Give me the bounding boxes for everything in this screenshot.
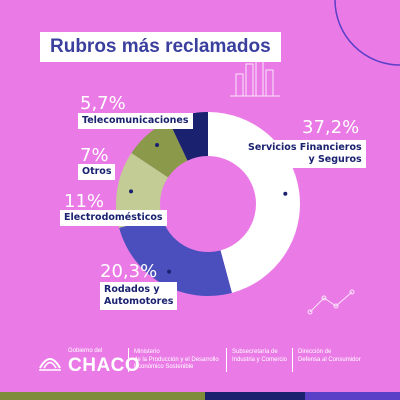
- trend-line-icon: [307, 289, 355, 315]
- category-label-rodados: Rodados y Automotores: [100, 282, 178, 310]
- value-label-rodados: 20,3%: [100, 261, 158, 282]
- leader-dot-electro: [129, 189, 134, 194]
- footer-divider: [128, 348, 129, 372]
- gov-name: CHACO: [68, 355, 141, 376]
- donut-slice-rodados: [119, 216, 232, 296]
- category-label-servicios: Servicios Financieros y Seguros: [244, 140, 366, 168]
- gov-small-text: Gobierno del: [68, 348, 103, 354]
- value-label-otros: 7%: [80, 145, 109, 166]
- value-label-telecom: 5,7%: [80, 93, 126, 114]
- category-label-telecom: Telecomunicaciones: [78, 113, 193, 129]
- decorative-arc: [334, 0, 400, 66]
- category-label-electro: Electrodomésticos: [60, 210, 167, 226]
- stripe-green: [0, 392, 205, 400]
- stripe-blue: [205, 392, 305, 400]
- chart-title-box: Rubros más reclamados: [40, 32, 281, 62]
- chart-title: Rubros más reclamados: [50, 36, 271, 57]
- value-label-servicios: 37,2%: [302, 117, 360, 138]
- footer-divider: [292, 348, 293, 372]
- chaco-logo-icon: [39, 358, 61, 371]
- stripe-purple: [305, 392, 400, 400]
- bottom-stripes: [0, 392, 400, 400]
- category-label-otros: Otros: [78, 164, 116, 180]
- value-label-electro: 11%: [64, 191, 105, 212]
- leader-dot-rodados: [167, 269, 172, 274]
- leader-dot-otros: [155, 142, 160, 147]
- footer: Gobierno del CHACO Ministerio de la Prod…: [0, 340, 400, 384]
- bar-chart-icon: [230, 57, 280, 97]
- footer-direccion: Dirección de Defensa al Consumidor: [298, 349, 361, 363]
- donut-slice-otros: [131, 120, 188, 178]
- footer-divider: [226, 348, 227, 372]
- leader-dot-servicios: [283, 191, 288, 196]
- footer-subsecretaria: Subsecretaría de Industria y Comercio: [232, 349, 288, 363]
- footer-ministerio: Ministerio de la Producción y el Desarro…: [134, 349, 219, 370]
- donut-slice-electro: [115, 152, 169, 228]
